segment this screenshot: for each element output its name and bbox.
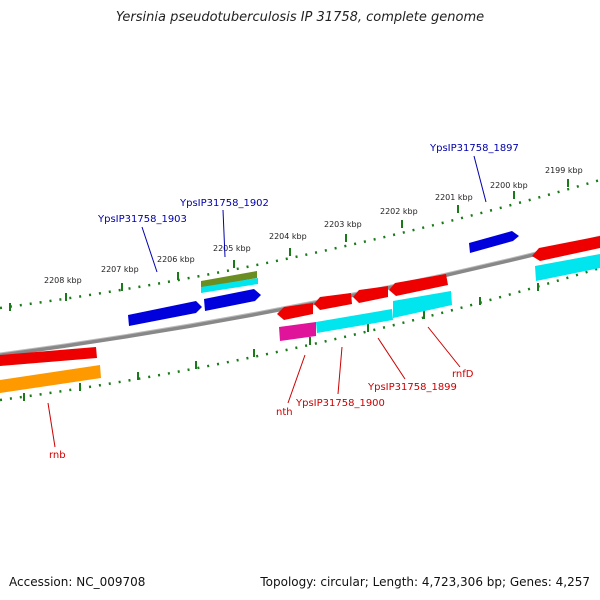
topology-text: Topology: circular; Length: 4,723,306 bp… [260, 575, 590, 589]
leader-line [287, 354, 306, 404]
cds-orange-band[interactable] [0, 365, 101, 393]
map-title: Yersinia pseudotuberculosis IP 31758, co… [115, 10, 485, 25]
gene-arrow-reverse[interactable] [314, 293, 352, 310]
gene-olive-band[interactable] [201, 271, 257, 288]
leader-line [473, 155, 487, 203]
forward-genes [128, 231, 519, 326]
gene-label-ypsIP31758-1900[interactable]: YpsIP31758_1900 [295, 398, 385, 409]
leader-line [377, 337, 406, 380]
gene-label-ypsIP31758-1903[interactable]: YpsIP31758_1903 [97, 214, 187, 225]
cds-magenta-band[interactable] [279, 322, 316, 341]
scale-label: 2207 kbp [101, 265, 139, 274]
leader-line [222, 209, 226, 258]
scale-label: 2202 kbp [380, 207, 418, 216]
gene-label-ypsIP31758-1902[interactable]: YpsIP31758_1902 [179, 198, 269, 209]
scale-label: 2205 kbp [213, 244, 251, 253]
cds-cyan-band[interactable] [393, 291, 452, 318]
gene-label-ypsIP31758-1897[interactable]: YpsIP31758_1897 [429, 143, 519, 154]
cds-cyan-band[interactable] [316, 309, 393, 333]
gene-arrow-reverse[interactable] [389, 274, 448, 296]
gene-label-ypsIP31758-1899[interactable]: YpsIP31758_1899 [367, 382, 457, 393]
leader-line [47, 402, 56, 448]
genome-backbone-highlight [0, 235, 600, 354]
gene-cyan-band[interactable] [201, 278, 258, 293]
scale-label: 2208 kbp [44, 276, 82, 285]
leader-line [337, 346, 343, 395]
gene-arrow-reverse[interactable] [532, 236, 600, 261]
gene-arrow-reverse[interactable] [0, 347, 97, 366]
gene-label-rnfD[interactable]: rnfD [452, 369, 474, 380]
inner-major-ticks [23, 283, 539, 401]
scale-labels: 2208 kbp 2207 kbp 2206 kbp 2205 kbp 2204… [44, 166, 583, 285]
cds-cyan-band[interactable] [535, 254, 600, 281]
scale-label: 2206 kbp [157, 255, 195, 264]
gene-label-nth[interactable]: nth [276, 407, 293, 418]
gene-arrow-forward[interactable] [204, 289, 261, 311]
gene-labels: YpsIP31758_1903 YpsIP31758_1902 YpsIP317… [49, 143, 519, 461]
gene-arrow-forward[interactable] [128, 301, 202, 326]
scale-label: 2199 kbp [545, 166, 583, 175]
scale-label: 2201 kbp [435, 193, 473, 202]
outer-major-ticks [9, 179, 569, 311]
scale-label: 2203 kbp [324, 220, 362, 229]
reverse-genes [0, 236, 600, 393]
leader-line [427, 326, 461, 368]
gene-arrow-forward[interactable] [469, 231, 519, 253]
leader-lines [47, 155, 487, 448]
gene-arrow-reverse[interactable] [277, 303, 313, 320]
scale-label: 2204 kbp [269, 232, 307, 241]
scale-label: 2200 kbp [490, 181, 528, 190]
leader-line [141, 226, 158, 273]
gene-label-rnb[interactable]: rnb [49, 450, 66, 461]
gene-arrow-reverse[interactable] [353, 286, 388, 303]
outer-scale-ring [0, 178, 600, 310]
accession-text: Accession: NC_009708 [9, 575, 146, 589]
